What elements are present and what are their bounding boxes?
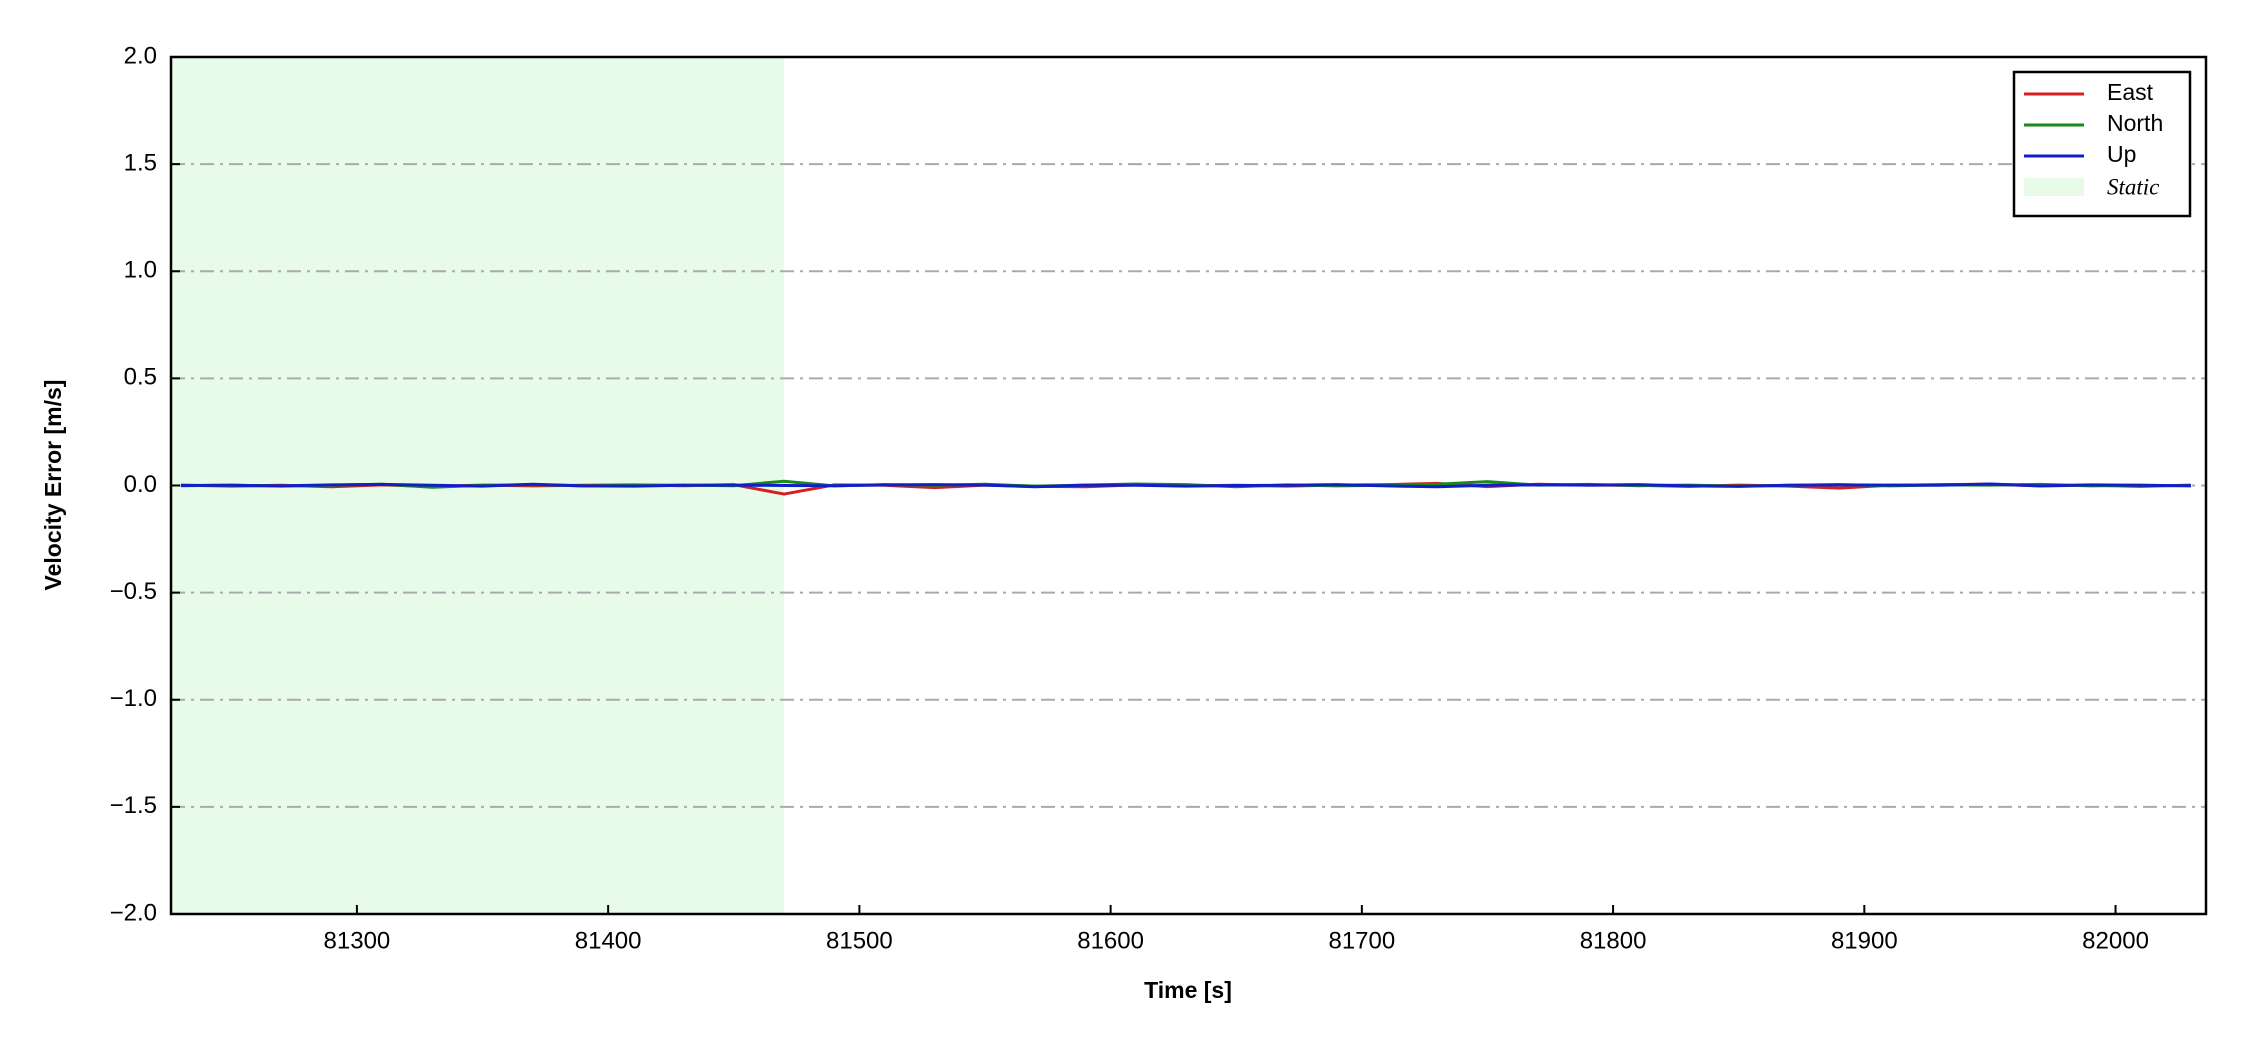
x-tick-label: 81700 bbox=[1328, 927, 1395, 954]
x-tick-label: 81500 bbox=[826, 927, 893, 954]
series-line bbox=[181, 482, 2191, 489]
y-tick-label: 1.5 bbox=[124, 149, 157, 176]
y-tick-label: −1.0 bbox=[110, 685, 157, 712]
x-tick-label: 81600 bbox=[1077, 927, 1144, 954]
ticks: −2.0 −1.5 −1.0 −0.5 0.0 0.5 1.0 1.5 2.0 81300 8140… bbox=[110, 42, 2149, 954]
legend-label: Static bbox=[2107, 174, 2159, 199]
y-axis-label: Velocity Error [m/s] bbox=[40, 380, 66, 591]
x-tick-label: 81800 bbox=[1580, 927, 1647, 954]
legend-label: Up bbox=[2107, 141, 2136, 167]
legend: East North Up Static bbox=[2012, 70, 2192, 218]
x-tick-label: 82000 bbox=[2082, 927, 2149, 954]
y-tick-label: 0.0 bbox=[124, 471, 157, 498]
x-axis-label: Time [s] bbox=[1144, 977, 1232, 1003]
legend-swatch bbox=[2024, 178, 2084, 196]
x-tick-label: 81300 bbox=[324, 927, 391, 954]
y-tick-label: 1.0 bbox=[124, 257, 157, 284]
y-tick-label: −2.0 bbox=[110, 899, 157, 926]
legend-label: North bbox=[2107, 110, 2163, 136]
y-tick-label: −1.5 bbox=[110, 792, 157, 819]
legend-label: East bbox=[2107, 79, 2154, 105]
x-tick-label: 81400 bbox=[575, 927, 642, 954]
x-tick-label: 81900 bbox=[1831, 927, 1898, 954]
y-tick-label: 0.5 bbox=[124, 364, 157, 391]
y-tick-label: −0.5 bbox=[110, 578, 157, 605]
lines bbox=[181, 479, 2191, 496]
y-tick-label: 2.0 bbox=[124, 42, 157, 69]
